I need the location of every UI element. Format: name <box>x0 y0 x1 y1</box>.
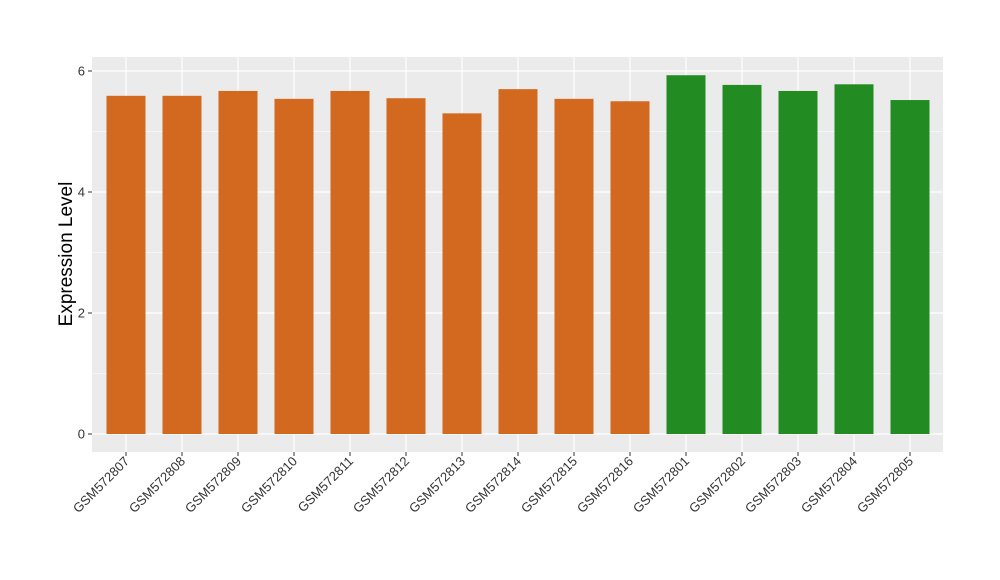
x-tick-label-GSM572808: GSM572808 <box>126 454 188 516</box>
bar-GSM572813 <box>442 113 482 434</box>
bar-GSM572808 <box>162 95 202 435</box>
bar-GSM572809 <box>218 90 258 434</box>
y-axis: 0 2 4 6 <box>78 64 92 442</box>
bar-GSM572816 <box>610 101 650 434</box>
x-tick-label-GSM572801: GSM572801 <box>630 454 692 516</box>
x-tick-label-GSM572814: GSM572814 <box>462 454 524 516</box>
bar-GSM572803 <box>778 90 818 434</box>
y-tick-label: 2 <box>78 306 85 321</box>
y-tick-label: 4 <box>78 185 85 200</box>
bar-GSM572812 <box>386 98 426 434</box>
bar-GSM572807 <box>106 95 146 435</box>
x-tick-label-GSM572810: GSM572810 <box>238 454 300 516</box>
bars <box>106 75 930 435</box>
x-tick-label-GSM572809: GSM572809 <box>182 454 244 516</box>
y-tick-label: 6 <box>78 64 85 79</box>
bar-GSM572811 <box>330 90 370 434</box>
bar-GSM572810 <box>274 98 314 434</box>
y-tick-label: 0 <box>78 427 85 442</box>
bar-GSM572814 <box>498 89 538 435</box>
y-axis-title: Expression Level <box>56 182 77 327</box>
x-tick-label-GSM572815: GSM572815 <box>518 454 580 516</box>
x-axis: GSM572807GSM572808GSM572809GSM572810GSM5… <box>70 452 916 516</box>
x-tick-label-GSM572816: GSM572816 <box>574 454 636 516</box>
bar-GSM572815 <box>554 98 594 434</box>
bar-GSM572802 <box>722 84 762 434</box>
bar-GSM572801 <box>666 75 706 435</box>
x-tick-label-GSM572813: GSM572813 <box>406 454 468 516</box>
x-tick-label-GSM572812: GSM572812 <box>350 454 412 516</box>
x-tick-label-GSM572805: GSM572805 <box>854 454 916 516</box>
bar-GSM572804 <box>834 84 874 434</box>
bar-GSM572805 <box>890 100 930 434</box>
x-tick-label-GSM572803: GSM572803 <box>742 454 804 516</box>
x-tick-label-GSM572802: GSM572802 <box>686 454 748 516</box>
x-tick-label-GSM572807: GSM572807 <box>70 454 132 516</box>
x-tick-label-GSM572804: GSM572804 <box>798 454 860 516</box>
x-tick-label-GSM572811: GSM572811 <box>295 454 357 516</box>
